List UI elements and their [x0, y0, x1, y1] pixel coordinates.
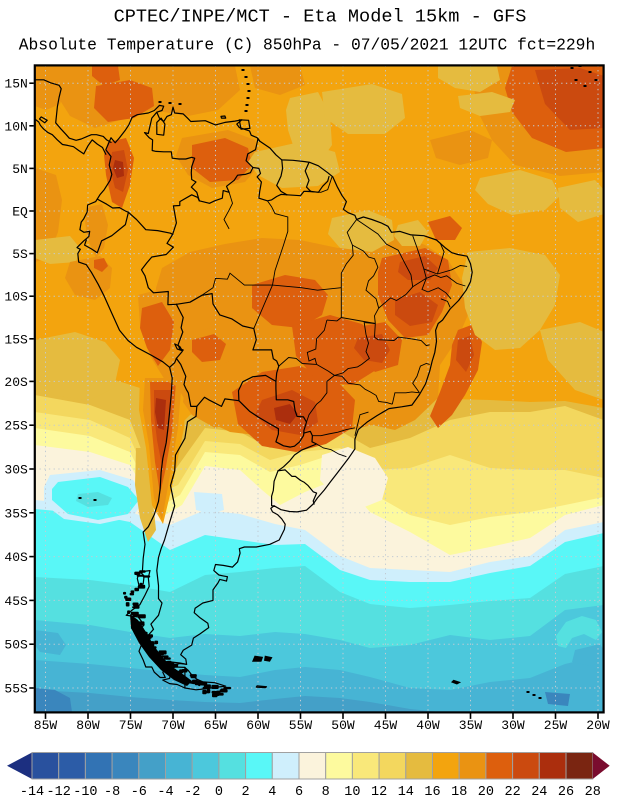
svg-text:26: 26	[558, 785, 574, 800]
svg-text:60W: 60W	[246, 718, 270, 733]
svg-text:2: 2	[242, 785, 250, 800]
svg-text:20S: 20S	[4, 375, 28, 390]
svg-text:25S: 25S	[4, 419, 28, 434]
svg-text:30W: 30W	[501, 718, 525, 733]
svg-text:65W: 65W	[204, 718, 228, 733]
svg-text:45S: 45S	[4, 594, 28, 609]
svg-text:-6: -6	[131, 785, 147, 800]
svg-text:45W: 45W	[374, 718, 398, 733]
svg-text:15S: 15S	[4, 332, 28, 347]
svg-text:55W: 55W	[289, 718, 313, 733]
svg-text:40W: 40W	[416, 718, 440, 733]
svg-text:CPTEC/INPE/MCT - Eta Model 1: CPTEC/INPE/MCT - Eta Model 15km - GFS	[114, 7, 527, 28]
svg-text:0: 0	[215, 785, 223, 800]
svg-text:6: 6	[295, 785, 303, 800]
svg-text:4: 4	[268, 785, 276, 800]
svg-text:40S: 40S	[4, 550, 28, 565]
svg-text:85W: 85W	[34, 718, 58, 733]
svg-text:8: 8	[322, 785, 330, 800]
svg-text:55S: 55S	[4, 682, 28, 697]
svg-text:-2: -2	[184, 785, 200, 800]
svg-text:20: 20	[478, 785, 494, 800]
svg-text:EQ: EQ	[12, 205, 28, 220]
svg-text:-10: -10	[73, 785, 97, 800]
svg-text:10S: 10S	[4, 290, 28, 305]
svg-text:10: 10	[344, 785, 360, 800]
svg-text:10N: 10N	[4, 119, 27, 134]
svg-text:5S: 5S	[12, 247, 28, 262]
svg-text:14: 14	[398, 785, 414, 800]
svg-text:15N: 15N	[4, 77, 27, 92]
svg-text:-12: -12	[47, 785, 71, 800]
svg-text:22: 22	[504, 785, 520, 800]
svg-text:-4: -4	[157, 785, 173, 800]
svg-text:Absolute Temperature (C) 850hP: Absolute Temperature (C) 850hPa - 07/05/…	[19, 36, 595, 55]
svg-text:50S: 50S	[4, 638, 28, 653]
svg-text:35W: 35W	[459, 718, 483, 733]
svg-text:20W: 20W	[586, 718, 610, 733]
svg-text:28: 28	[585, 785, 601, 800]
svg-text:12: 12	[371, 785, 387, 800]
svg-text:18: 18	[451, 785, 467, 800]
svg-text:-8: -8	[104, 785, 120, 800]
svg-text:24: 24	[531, 785, 547, 800]
svg-text:75W: 75W	[119, 718, 143, 733]
svg-text:16: 16	[424, 785, 440, 800]
svg-text:50W: 50W	[331, 718, 355, 733]
svg-text:35S: 35S	[4, 506, 28, 521]
svg-text:70W: 70W	[161, 718, 185, 733]
svg-text:5N: 5N	[12, 162, 28, 177]
svg-text:25W: 25W	[544, 718, 568, 733]
svg-text:-14: -14	[20, 785, 44, 800]
svg-text:30S: 30S	[4, 463, 28, 478]
svg-text:80W: 80W	[76, 718, 100, 733]
